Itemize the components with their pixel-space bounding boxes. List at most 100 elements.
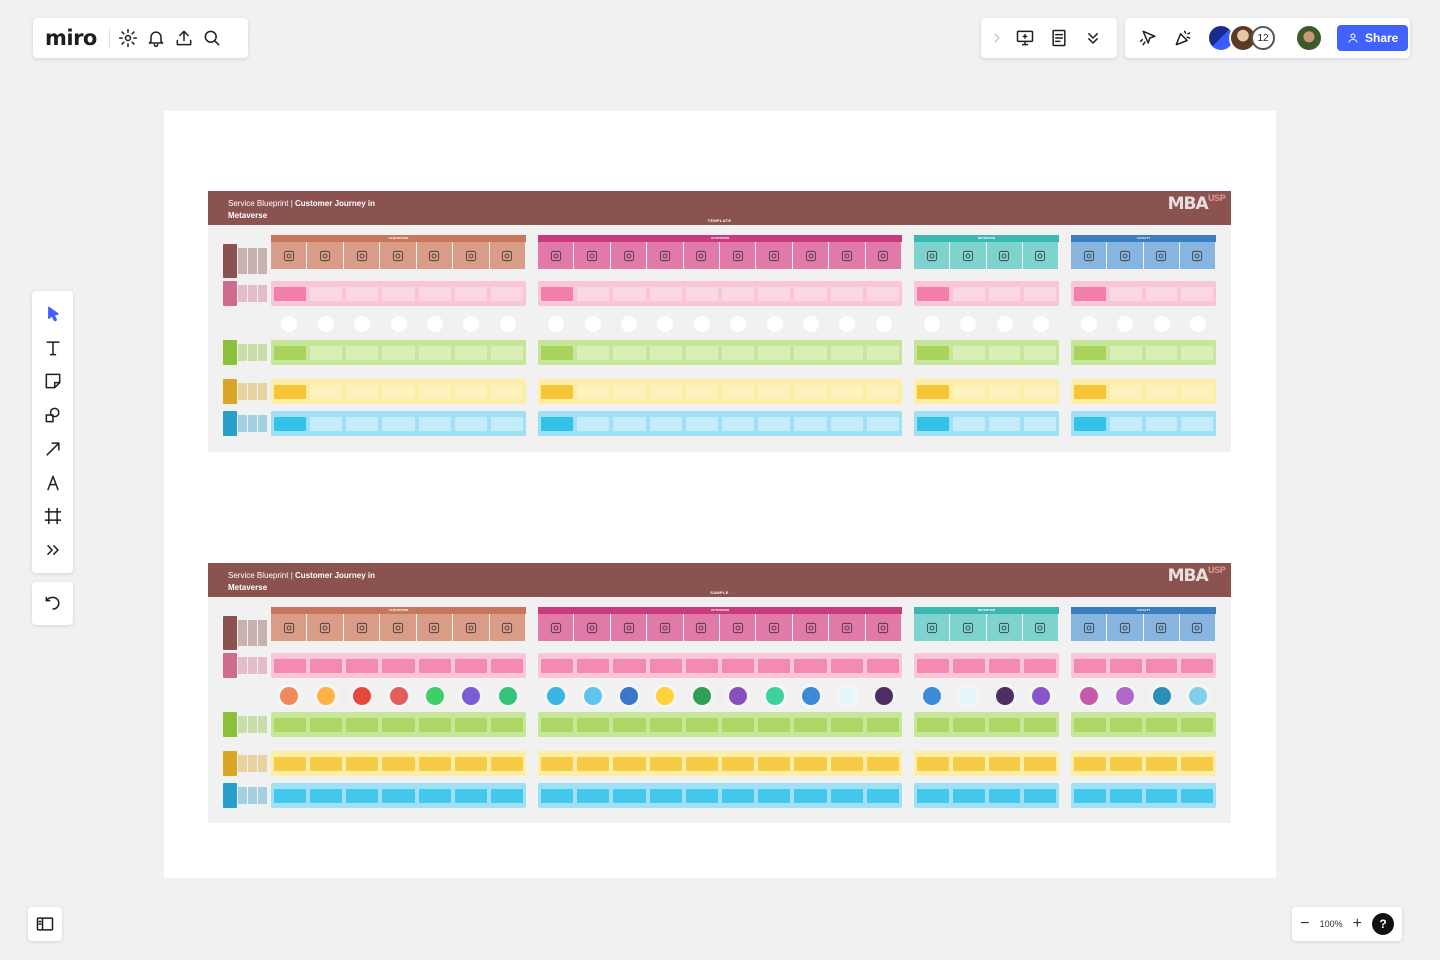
sticky-note[interactable] <box>418 658 451 673</box>
sticky-note[interactable] <box>917 788 949 803</box>
sticky-note[interactable] <box>382 658 415 673</box>
step-card[interactable] <box>1107 614 1143 641</box>
sticky-note[interactable] <box>830 345 863 360</box>
upload-icon[interactable] <box>170 24 198 52</box>
sticky-note[interactable] <box>346 658 379 673</box>
touchpoint-circle[interactable] <box>838 687 857 705</box>
sticky-note[interactable] <box>917 756 949 771</box>
cursor-follow-icon[interactable] <box>1135 24 1163 52</box>
sticky-note[interactable] <box>794 658 827 673</box>
sticky-note[interactable] <box>649 658 682 673</box>
step-card[interactable] <box>914 242 950 269</box>
touchpoint-circle[interactable] <box>1031 687 1050 705</box>
step-card[interactable] <box>1143 242 1179 269</box>
sticky-note[interactable] <box>577 416 610 431</box>
step-card[interactable] <box>1022 614 1058 641</box>
sticky-note[interactable] <box>1074 416 1106 431</box>
sticky-note[interactable] <box>613 384 646 399</box>
sticky-note[interactable] <box>1074 717 1106 732</box>
sticky-note[interactable] <box>722 658 755 673</box>
touchpoint-circle[interactable] <box>621 316 637 332</box>
journey-stage-retention[interactable]: RETENTION <box>914 235 1059 269</box>
share-button[interactable]: Share <box>1337 25 1409 51</box>
sticky-note[interactable] <box>685 416 719 431</box>
sticky-note[interactable] <box>1145 286 1178 301</box>
frame-icon[interactable] <box>39 502 67 530</box>
step-card[interactable] <box>720 242 756 269</box>
sticky-note[interactable] <box>722 717 755 732</box>
touchpoint-circle[interactable] <box>656 687 675 705</box>
sticky-note[interactable] <box>1181 345 1213 360</box>
step-card[interactable] <box>271 242 307 269</box>
sticky-note[interactable] <box>577 658 610 673</box>
sticky-note[interactable] <box>794 286 827 301</box>
sticky-note[interactable] <box>1109 286 1142 301</box>
step-card[interactable] <box>914 614 950 641</box>
sticky-note[interactable] <box>830 756 863 771</box>
sticky-note[interactable] <box>454 384 487 399</box>
text-tool-icon[interactable] <box>39 334 67 362</box>
touchpoint-circle[interactable] <box>765 687 784 705</box>
sticky-note[interactable] <box>310 286 343 301</box>
sticky-note[interactable] <box>577 756 610 771</box>
sticky-note[interactable] <box>454 717 487 732</box>
sticky-note[interactable] <box>722 286 755 301</box>
sticky-note[interactable] <box>490 756 523 771</box>
sticky-note[interactable] <box>866 286 900 301</box>
touchpoint-circle[interactable] <box>996 316 1013 332</box>
touchpoint-circle[interactable] <box>874 687 893 705</box>
sticky-note[interactable] <box>346 384 379 399</box>
sticky-note[interactable] <box>685 384 719 399</box>
sticky-note[interactable] <box>649 416 682 431</box>
sticky-note[interactable] <box>310 658 343 673</box>
touchpoint-circle[interactable] <box>426 316 443 332</box>
sticky-note[interactable] <box>541 756 574 771</box>
sticky-note[interactable] <box>577 717 610 732</box>
step-card[interactable] <box>986 614 1022 641</box>
sticky-note[interactable] <box>830 717 863 732</box>
step-card[interactable] <box>538 614 574 641</box>
sticky-note[interactable] <box>685 788 719 803</box>
step-card[interactable] <box>610 614 647 641</box>
sticky-note[interactable] <box>274 788 307 803</box>
sticky-note[interactable] <box>649 788 682 803</box>
sticky-note[interactable] <box>1181 788 1213 803</box>
collaborator-count[interactable]: 12 <box>1251 26 1275 50</box>
touchpoint-circle[interactable] <box>1153 316 1170 332</box>
sticky-note[interactable] <box>917 416 949 431</box>
sticky-note[interactable] <box>685 345 719 360</box>
sticky-note[interactable] <box>577 384 610 399</box>
notes-icon[interactable] <box>1045 24 1073 52</box>
journey-stage-activation[interactable]: ACTIVATION <box>538 235 902 269</box>
sticky-note[interactable] <box>274 658 307 673</box>
sticky-note[interactable] <box>418 286 451 301</box>
step-card[interactable] <box>538 242 574 269</box>
sticky-note[interactable] <box>649 345 682 360</box>
touchpoint-circle[interactable] <box>281 316 298 332</box>
sticky-note[interactable] <box>794 788 827 803</box>
step-card[interactable] <box>453 242 489 269</box>
sticky-note-icon[interactable] <box>39 367 67 395</box>
sticky-note[interactable] <box>1109 345 1142 360</box>
board-frame[interactable]: Service Blueprint | Customer Journey in M… <box>164 111 1276 878</box>
touchpoint-circle[interactable] <box>960 316 977 332</box>
sticky-note[interactable] <box>1145 658 1178 673</box>
sticky-note[interactable] <box>794 756 827 771</box>
sticky-note[interactable] <box>866 717 900 732</box>
sticky-note[interactable] <box>1181 658 1213 673</box>
sticky-note[interactable] <box>1024 384 1056 399</box>
sticky-note[interactable] <box>1024 416 1056 431</box>
sticky-note[interactable] <box>866 345 900 360</box>
sticky-note[interactable] <box>382 384 415 399</box>
sticky-note[interactable] <box>1145 384 1178 399</box>
shapes-icon[interactable] <box>39 401 67 429</box>
sticky-note[interactable] <box>758 416 791 431</box>
sticky-note[interactable] <box>613 658 646 673</box>
sticky-note[interactable] <box>490 384 523 399</box>
touchpoint-circle[interactable] <box>802 687 820 705</box>
touchpoint-circle[interactable] <box>1080 687 1099 705</box>
sticky-note[interactable] <box>274 416 307 431</box>
step-card[interactable] <box>1107 242 1143 269</box>
frames-panel-toggle[interactable] <box>28 907 62 941</box>
sticky-note[interactable] <box>418 416 451 431</box>
